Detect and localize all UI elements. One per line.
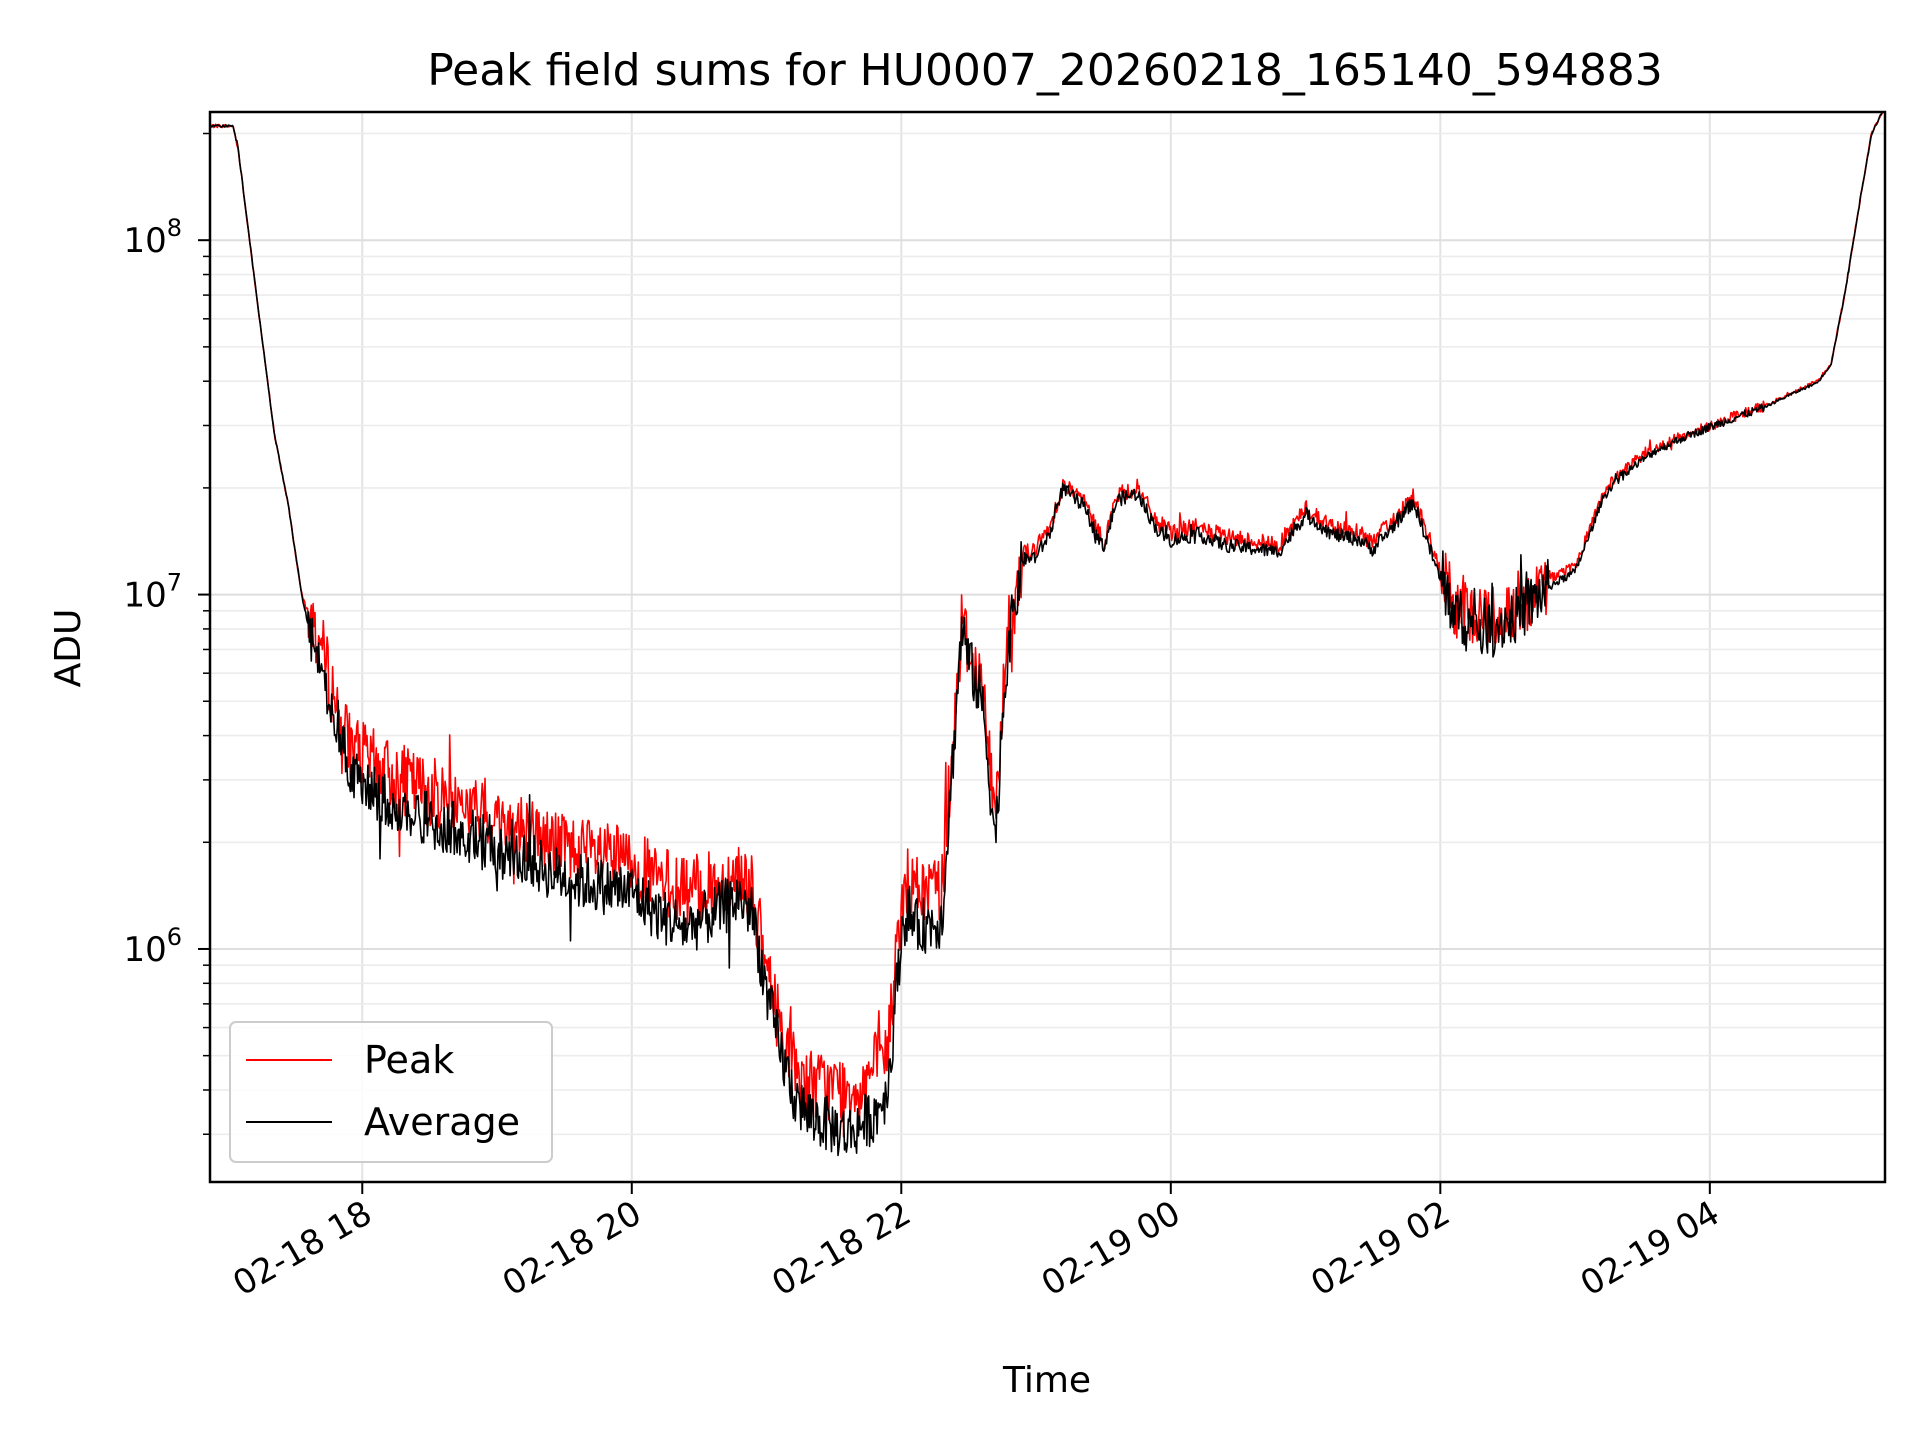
y-tick-base: 10 bbox=[123, 930, 166, 970]
y-tick-label: 106 bbox=[123, 923, 182, 970]
y-tick-exponent: 6 bbox=[167, 923, 182, 951]
chart-title: Peak field sums for HU0007_20260218_1651… bbox=[427, 45, 1663, 96]
legend-box bbox=[229, 1021, 553, 1163]
y-tick-label: 108 bbox=[123, 214, 182, 261]
x-axis-label: Time bbox=[1002, 1360, 1091, 1401]
legend: Peak Average bbox=[229, 1021, 553, 1163]
series-layer bbox=[210, 112, 1884, 1157]
y-tick-base: 10 bbox=[123, 576, 166, 616]
legend-label-peak: Peak bbox=[364, 1038, 454, 1082]
y-tick-exponent: 7 bbox=[167, 569, 182, 597]
y-axis-label: ADU bbox=[48, 609, 89, 688]
y-tick-exponent: 8 bbox=[167, 214, 182, 242]
y-tick-base: 10 bbox=[123, 221, 166, 261]
series-line-average bbox=[210, 112, 1883, 1157]
legend-label-average: Average bbox=[364, 1100, 520, 1144]
grid bbox=[210, 112, 1885, 1182]
plot-frame bbox=[208, 110, 1887, 1184]
y-tick-label: 107 bbox=[123, 569, 182, 616]
